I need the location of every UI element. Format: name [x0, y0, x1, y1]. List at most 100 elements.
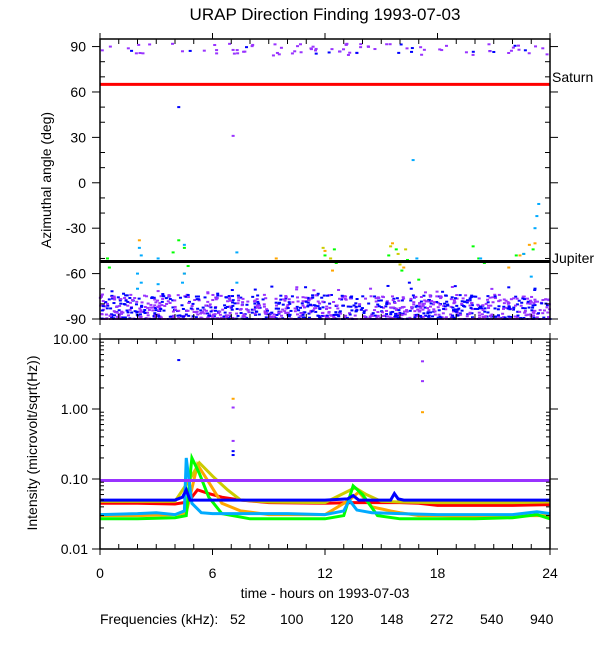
azimuth-point-540 — [154, 309, 158, 312]
azimuth-point-148 — [334, 262, 338, 264]
azimuth-point-272 — [529, 275, 533, 278]
azimuth-point-540 — [188, 49, 192, 52]
azimuth-point-940 — [301, 312, 305, 315]
azimuth-point-540 — [152, 315, 156, 318]
azimuth-point-148 — [394, 248, 398, 251]
azimuth-point-940 — [316, 300, 320, 303]
saturn-label: Saturn — [552, 69, 593, 85]
azimuth-point-540 — [143, 311, 147, 314]
azimuth-point-540 — [118, 299, 122, 302]
x-tick-label: 6 — [209, 565, 217, 581]
azimuth-point-540 — [346, 305, 350, 308]
azimuth-point-940 — [238, 308, 242, 311]
azimuth-point-940 — [213, 313, 217, 316]
azimuth-point-940 — [421, 303, 425, 306]
azimuth-point-540 — [431, 315, 435, 318]
azimuth-point-940 — [208, 303, 212, 306]
azimuth-point-540 — [502, 305, 506, 308]
azimuth-point-540 — [397, 309, 401, 312]
azimuth-point-120 — [404, 248, 408, 251]
azimuth-point-940 — [449, 313, 453, 316]
azimuth-point-940 — [202, 308, 206, 311]
azimuth-point-940 — [296, 45, 300, 48]
azimuth-point-940 — [541, 47, 545, 50]
azimuth-point-120 — [389, 245, 393, 248]
azimuth-point-940 — [502, 298, 506, 301]
azimuth-point-540 — [458, 312, 462, 315]
azimuth-point-940 — [409, 297, 413, 300]
azimuth-point-540 — [105, 307, 109, 310]
azimuth-point-940 — [543, 309, 547, 312]
azimuth-point-540 — [469, 296, 473, 299]
azimuth-point-940 — [299, 51, 303, 54]
azimuth-point-272 — [156, 283, 160, 286]
azimuth-point-940 — [329, 314, 333, 317]
azimuth-point-540 — [377, 305, 381, 308]
azimuth-point-940 — [526, 297, 530, 300]
azimuth-point-940 — [486, 304, 490, 307]
intensity-panel-marks — [99, 359, 551, 521]
azimuth-point-540 — [322, 294, 326, 297]
azimuth-point-540 — [335, 313, 339, 316]
azimuth-point-940 — [180, 50, 184, 53]
azimuth-point-540 — [362, 310, 366, 313]
azimuth-point-940 — [252, 308, 256, 311]
azimuth-point-940 — [128, 301, 132, 304]
azimuth-point-940 — [320, 312, 324, 315]
azimuth-point-940 — [532, 311, 536, 314]
azimuth-point-540 — [438, 315, 442, 318]
azimuth-point-540 — [360, 307, 364, 310]
azimuth-point-940 — [311, 309, 315, 312]
intensity-point-940 — [231, 406, 235, 409]
azimuth-point-540 — [380, 310, 384, 313]
azimuth-point-940 — [544, 298, 548, 301]
azimuth-point-940 — [359, 43, 363, 46]
azimuth-point-940 — [231, 134, 235, 137]
azimuth-point-940 — [273, 315, 277, 318]
azimuth-point-940 — [327, 310, 331, 313]
azimuth-point-540 — [444, 294, 448, 297]
azimuth-point-540 — [455, 304, 459, 307]
azimuth-point-940 — [108, 314, 112, 317]
azimuth-point-540 — [196, 295, 200, 298]
azimuth-point-940 — [211, 313, 215, 316]
azimuth-point-540 — [205, 312, 209, 315]
azimuth-point-540 — [201, 306, 205, 309]
azimuth-point-540 — [138, 313, 142, 316]
azimuth-point-940 — [154, 301, 158, 304]
azimuth-point-540 — [250, 308, 254, 311]
azimuth-point-940 — [389, 306, 393, 309]
azimuth-point-540 — [162, 309, 166, 312]
azimuth-point-940 — [237, 296, 241, 299]
azimuth-point-940 — [330, 48, 334, 51]
azimuth-point-940 — [139, 310, 143, 313]
azimuth-point-540 — [279, 294, 283, 297]
azimuth-point-540 — [112, 314, 116, 317]
azimuth-point-540 — [274, 301, 278, 304]
azimuth-point-940 — [296, 300, 300, 303]
azimuth-point-940 — [430, 299, 434, 302]
azimuth-point-940 — [534, 45, 538, 48]
azimuth-point-940 — [423, 299, 427, 302]
azimuth-point-940 — [120, 312, 124, 315]
azimuth-point-940 — [280, 314, 284, 317]
azimuth-point-540 — [298, 306, 302, 309]
azimuth-point-540 — [446, 303, 450, 306]
azimuth-point-540 — [306, 304, 310, 307]
azimuth-point-940 — [377, 297, 381, 300]
azimuth-point-540 — [227, 295, 231, 298]
intensity-point-540 — [231, 450, 235, 453]
azimuth-point-540 — [318, 307, 322, 310]
azimuth-point-940 — [374, 297, 378, 300]
azimuth-point-940 — [484, 302, 488, 305]
intensity-y-tick-label: 0.01 — [61, 541, 88, 557]
azimuth-point-940 — [376, 315, 380, 318]
azimuth-point-540 — [477, 307, 481, 310]
azimuth-point-540 — [142, 310, 146, 313]
azimuth-point-540 — [533, 287, 537, 290]
azimuth-point-940 — [262, 303, 266, 306]
azimuth-point-540 — [399, 43, 403, 46]
azimuth-point-540 — [129, 307, 133, 310]
azimuth-point-940 — [237, 299, 241, 302]
azimuth-point-940 — [471, 53, 475, 56]
